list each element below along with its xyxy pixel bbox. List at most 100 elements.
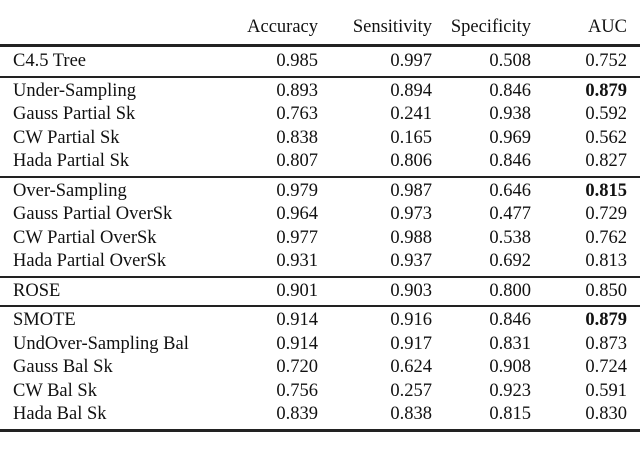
- cell-auc: 0.729: [585, 204, 627, 224]
- group-rule: [0, 75, 640, 78]
- cell-specificity: 0.692: [489, 251, 531, 271]
- cell-auc: 0.873: [585, 333, 627, 354]
- cell-sensitivity: 0.806: [390, 151, 432, 171]
- method-label: C4.5 Tree: [13, 51, 86, 71]
- cell-auc: 0.815: [585, 180, 627, 201]
- cell-accuracy: 0.807: [276, 151, 318, 171]
- cell-specificity: 0.969: [489, 127, 531, 148]
- table-row: Gauss Bal Sk 0.720 0.624 0.908 0.724: [0, 356, 640, 379]
- cell-auc: 0.830: [585, 404, 627, 424]
- cell-specificity: 0.800: [489, 280, 531, 301]
- cell-auc: 0.879: [585, 80, 627, 101]
- method-label: Hada Partial Sk: [13, 151, 130, 171]
- cell-auc: 0.879: [585, 310, 627, 330]
- method-label: CW Bal Sk: [13, 380, 97, 401]
- cell-accuracy: 0.964: [276, 204, 318, 224]
- cell-accuracy: 0.914: [276, 333, 318, 354]
- table-row: C4.5 Tree 0.985 0.997 0.508 0.752: [0, 50, 640, 73]
- cell-sensitivity: 0.916: [390, 310, 432, 330]
- cell-auc: 0.562: [585, 127, 627, 148]
- cell-accuracy: 0.763: [276, 104, 318, 124]
- table-row: UndOver-Sampling Bal 0.914 0.917 0.831 0.873: [0, 333, 640, 356]
- column-header: Sensitivity: [352, 17, 432, 37]
- cell-accuracy: 0.979: [276, 180, 318, 201]
- cell-specificity: 0.831: [489, 333, 531, 354]
- cell-accuracy: 0.756: [276, 380, 318, 401]
- bottom-rule: [0, 428, 640, 432]
- cell-accuracy: 0.893: [276, 80, 318, 101]
- cell-accuracy: 0.977: [276, 227, 318, 248]
- cell-specificity: 0.477: [489, 204, 531, 224]
- cell-specificity: 0.938: [489, 104, 531, 124]
- cell-specificity: 0.846: [489, 80, 531, 101]
- table-row: Hada Bal Sk 0.839 0.838 0.815 0.830: [0, 403, 640, 426]
- cell-sensitivity: 0.997: [390, 51, 432, 71]
- table-row: CW Partial OverSk 0.977 0.988 0.538 0.762: [0, 227, 640, 250]
- cell-sensitivity: 0.917: [390, 333, 432, 354]
- method-label: Gauss Bal Sk: [13, 357, 113, 377]
- cell-auc: 0.850: [585, 280, 627, 301]
- cell-accuracy: 0.931: [276, 251, 318, 271]
- method-label: Hada Bal Sk: [13, 404, 107, 424]
- cell-sensitivity: 0.988: [390, 227, 432, 248]
- method-label: CW Partial OverSk: [13, 227, 157, 248]
- cell-auc: 0.592: [585, 104, 627, 124]
- method-label: Over-Sampling: [13, 180, 127, 201]
- cell-sensitivity: 0.241: [390, 104, 432, 124]
- table-row: SMOTE 0.914 0.916 0.846 0.879: [0, 309, 640, 332]
- top-rule: [0, 44, 640, 47]
- column-header: AUC: [587, 17, 627, 37]
- cell-sensitivity: 0.838: [390, 404, 432, 424]
- cell-auc: 0.591: [585, 380, 627, 401]
- group-rule: [0, 275, 640, 278]
- cell-sensitivity: 0.165: [390, 127, 432, 148]
- cell-accuracy: 0.914: [276, 310, 318, 330]
- method-label: Under-Sampling: [13, 80, 136, 101]
- table-row: CW Bal Sk 0.756 0.257 0.923 0.591: [0, 380, 640, 403]
- cell-auc: 0.813: [585, 251, 627, 271]
- table-row: Over-Sampling 0.979 0.987 0.646 0.815: [0, 180, 640, 203]
- cell-sensitivity: 0.937: [390, 251, 432, 271]
- table-row: CW Partial Sk 0.838 0.165 0.969 0.562: [0, 127, 640, 150]
- group-rule: [0, 175, 640, 178]
- cell-accuracy: 0.839: [276, 404, 318, 424]
- cell-sensitivity: 0.987: [390, 180, 432, 201]
- cell-specificity: 0.646: [489, 180, 531, 201]
- cell-sensitivity: 0.624: [390, 357, 432, 377]
- header-row: Accuracy Sensitivity Specificity AUC: [0, 16, 640, 39]
- cell-auc: 0.762: [585, 227, 627, 248]
- cell-specificity: 0.538: [489, 227, 531, 248]
- cell-auc: 0.752: [585, 51, 627, 71]
- table-row: Under-Sampling 0.893 0.894 0.846 0.879: [0, 80, 640, 103]
- cell-specificity: 0.923: [489, 380, 531, 401]
- method-label: Gauss Partial OverSk: [13, 204, 173, 224]
- cell-specificity: 0.908: [489, 357, 531, 377]
- table-row: Hada Partial OverSk 0.931 0.937 0.692 0.813: [0, 250, 640, 273]
- cell-sensitivity: 0.894: [390, 80, 432, 101]
- method-label: Hada Partial OverSk: [13, 251, 167, 271]
- cell-sensitivity: 0.973: [390, 204, 432, 224]
- cell-accuracy: 0.901: [276, 280, 318, 301]
- cell-accuracy: 0.720: [276, 357, 318, 377]
- cell-specificity: 0.846: [489, 151, 531, 171]
- cell-auc: 0.724: [585, 357, 627, 377]
- cell-sensitivity: 0.257: [390, 380, 432, 401]
- cell-specificity: 0.846: [489, 310, 531, 330]
- method-label: Gauss Partial Sk: [13, 104, 136, 124]
- table-row: Gauss Partial OverSk 0.964 0.973 0.477 0.729: [0, 203, 640, 226]
- cell-sensitivity: 0.903: [390, 280, 432, 301]
- method-label: CW Partial Sk: [13, 127, 120, 148]
- cell-specificity: 0.508: [489, 51, 531, 71]
- method-label: ROSE: [13, 280, 61, 301]
- cell-auc: 0.827: [585, 151, 627, 171]
- column-header: Accuracy: [247, 17, 318, 37]
- cell-accuracy: 0.838: [276, 127, 318, 148]
- method-label: UndOver-Sampling Bal: [13, 333, 189, 354]
- group-rule: [0, 305, 640, 307]
- table-row: Gauss Partial Sk 0.763 0.241 0.938 0.592: [0, 103, 640, 126]
- column-header: Specificity: [450, 17, 531, 37]
- table-row: Hada Partial Sk 0.807 0.806 0.846 0.827: [0, 150, 640, 173]
- method-label: SMOTE: [13, 310, 76, 330]
- cell-accuracy: 0.985: [276, 51, 318, 71]
